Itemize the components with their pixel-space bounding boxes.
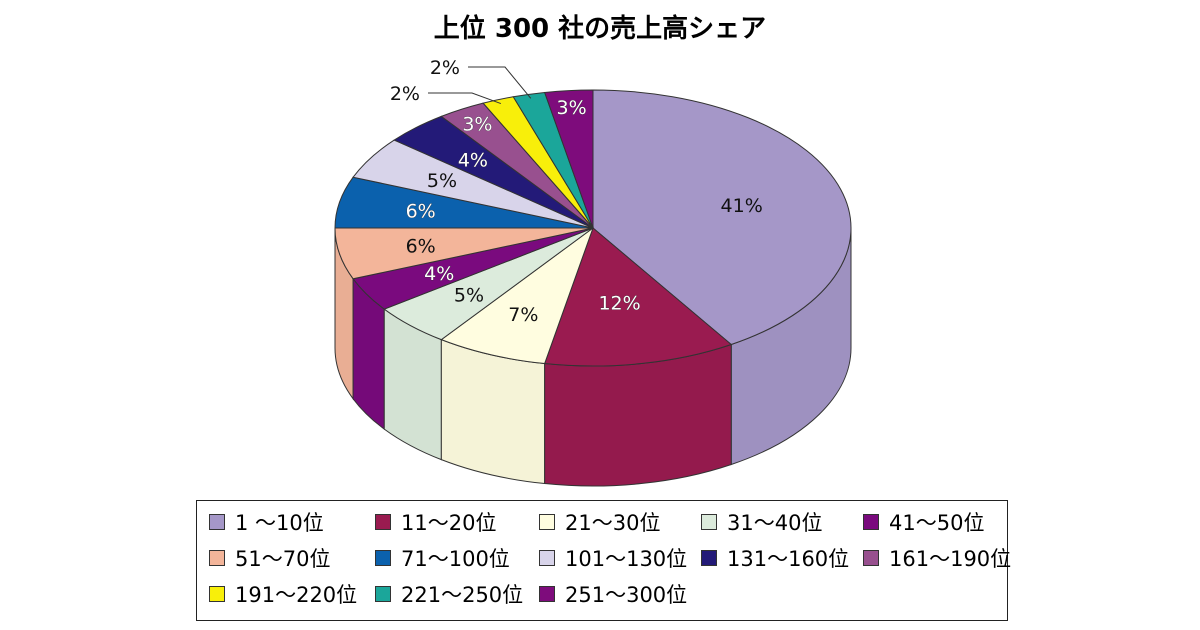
legend-item-251-300: 251～300位 <box>539 579 687 609</box>
pct-label-101-130: 5% <box>427 170 457 192</box>
legend-swatch <box>209 586 225 602</box>
legend-swatch <box>701 514 717 530</box>
legend-item-101-130: 101～130位 <box>539 543 687 573</box>
pct-label-131-160: 4% <box>458 150 488 172</box>
legend-item-131-160: 131～160位 <box>701 543 849 573</box>
pct-label-161-190: 3% <box>462 113 492 135</box>
legend-label: 1 ～10位 <box>235 511 324 535</box>
legend-label: 71～100位 <box>401 547 510 571</box>
pct-label-251-300: 3% <box>557 97 587 119</box>
legend-swatch <box>375 550 391 566</box>
pct-label-11-20: 12% <box>598 293 640 315</box>
legend-label: 51～70位 <box>235 547 331 571</box>
legend-item-21-30: 21～30位 <box>539 507 660 537</box>
legend-item-31-40: 31～40位 <box>701 507 822 537</box>
pct-label-71-100: 6% <box>406 200 436 222</box>
legend-swatch <box>375 514 391 530</box>
legend-item-1-10: 1 ～10位 <box>209 507 324 537</box>
legend-label: 11～20位 <box>401 511 497 535</box>
pie-slice-11-20 <box>543 227 733 367</box>
pct-label-51-70: 6% <box>406 236 436 258</box>
legend-item-71-100: 71～100位 <box>375 543 510 573</box>
legend-item-11-20: 11～20位 <box>375 507 496 537</box>
legend-label: 191～220位 <box>235 583 358 607</box>
pie-chart: 41%12%7%5%4%6%6%5%4%3%2%2%3% <box>334 57 852 487</box>
pct-label-1-10: 41% <box>721 195 763 217</box>
legend-label: 251～300位 <box>565 583 688 607</box>
legend-label: 101～130位 <box>565 547 688 571</box>
legend-label: 131～160位 <box>727 547 850 571</box>
legend: 1 ～10位 11～20位 21～30位 31～40位 41～50位 51～70位 71～1… <box>196 500 1011 621</box>
pct-label-191-220: 2% <box>390 83 420 105</box>
pct-label-21-30: 7% <box>508 304 538 326</box>
legend-swatch <box>209 514 225 530</box>
leader-line-221-250 <box>468 66 532 99</box>
legend-label: 221～250位 <box>401 583 524 607</box>
legend-swatch <box>863 514 879 530</box>
pct-label-31-40: 5% <box>454 284 484 306</box>
legend-swatch <box>539 550 555 566</box>
legend-label: 41～50位 <box>889 511 985 535</box>
legend-swatch <box>209 550 225 566</box>
legend-item-161-190: 161～190位 <box>863 543 1011 573</box>
legend-swatch <box>539 514 555 530</box>
legend-swatch <box>863 550 879 566</box>
legend-item-41-50: 41～50位 <box>863 507 984 537</box>
pie-slice-251-300 <box>543 89 594 229</box>
legend-swatch <box>701 550 717 566</box>
pie-slice-21-30 <box>440 226 595 365</box>
legend-label: 161～190位 <box>889 547 1012 571</box>
pct-label-41-50: 4% <box>424 263 454 285</box>
legend-swatch <box>375 586 391 602</box>
chart-title: 上位 300 社の売上高シェア <box>433 14 767 44</box>
leader-line-191-220 <box>428 92 502 105</box>
legend-item-191-220: 191～220位 <box>209 579 357 609</box>
legend-item-221-250: 221～250位 <box>375 579 523 609</box>
pct-label-221-250: 2% <box>430 57 460 79</box>
legend-swatch <box>539 586 555 602</box>
legend-item-51-70: 51～70位 <box>209 543 330 573</box>
legend-label: 21～30位 <box>565 511 661 535</box>
pie-slice-1-10 <box>592 89 852 346</box>
legend-label: 31～40位 <box>727 511 823 535</box>
